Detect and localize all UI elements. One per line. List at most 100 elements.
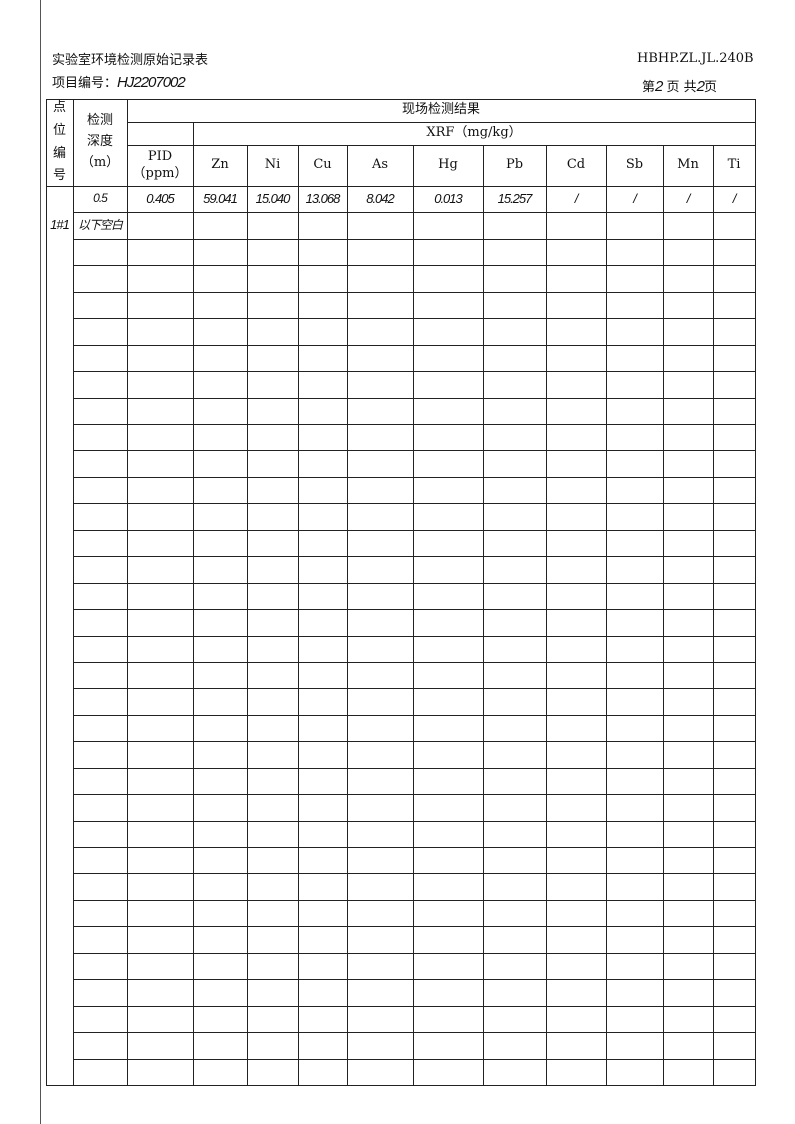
row-line <box>73 741 755 742</box>
table-border-top <box>46 99 755 100</box>
value-cell <box>606 212 663 238</box>
row-line <box>73 609 755 610</box>
row-line <box>73 424 755 425</box>
value-cell: / <box>732 190 737 206</box>
value-cell <box>247 212 298 238</box>
row-line <box>73 398 755 399</box>
header-element: Zn <box>211 157 229 173</box>
depth-cell: 0.5 <box>93 191 108 206</box>
value-cell: 0.405 <box>146 190 175 206</box>
value-cell <box>663 212 713 238</box>
column-line <box>546 145 547 1086</box>
page-prefix: 第 <box>642 80 656 95</box>
page-margin-line <box>40 0 41 1124</box>
column-line <box>46 99 47 1086</box>
value-cell: 8.042 <box>366 190 395 206</box>
row-line <box>73 556 755 557</box>
page-current: 2 <box>655 78 663 95</box>
row-line <box>73 953 755 954</box>
value-cell <box>127 212 193 238</box>
value-cell <box>298 212 347 238</box>
row-line <box>73 371 755 372</box>
project-label: 项目编号： <box>52 76 118 91</box>
value-cell: 15.040 <box>255 190 291 206</box>
column-line <box>347 145 348 1086</box>
header-element: Ni <box>264 157 281 173</box>
header-element: Cu <box>313 157 332 173</box>
row-line <box>73 212 755 213</box>
value-cell: / <box>574 190 579 206</box>
column-line <box>73 99 74 1086</box>
value-cell: / <box>633 190 637 206</box>
header-element: As <box>371 157 389 173</box>
value-cell <box>546 212 606 238</box>
row-line <box>73 688 755 689</box>
row-line <box>73 318 755 319</box>
header-pid: PID（ppm） <box>132 148 188 181</box>
column-line <box>755 99 756 1086</box>
row-line <box>73 794 755 795</box>
value-cell <box>193 212 247 238</box>
project-number: HJ2207002 <box>117 74 186 91</box>
page-mid: 页 共 <box>666 80 697 95</box>
value-cell: 13.068 <box>305 190 341 206</box>
row-line <box>73 847 755 848</box>
row-line <box>73 1006 755 1007</box>
header-element: Hg <box>438 157 458 173</box>
column-line <box>413 145 414 1086</box>
header-field-results: 现场检测结果 <box>401 102 480 118</box>
value-cell: 15.257 <box>497 190 533 206</box>
row-line <box>73 1059 755 1060</box>
row-line <box>73 926 755 927</box>
depth-cell: 以下空白 <box>77 217 123 232</box>
header-xrf: XRF（mg/kg） <box>426 125 522 141</box>
header-element: Pb <box>505 157 524 173</box>
form-code: HBHP.ZL.JL.240B <box>637 51 754 66</box>
header-line <box>127 145 755 146</box>
page-suffix: 页 <box>703 80 717 95</box>
project-number-field: 项目编号：HJ2207002 <box>52 72 186 91</box>
row-line <box>73 900 755 901</box>
row-line <box>73 530 755 531</box>
value-cell: 0.013 <box>434 190 463 206</box>
row-line <box>73 1032 755 1033</box>
row-line <box>73 821 755 822</box>
row-line <box>73 477 755 478</box>
value-cell <box>347 212 413 238</box>
column-line <box>127 99 128 1086</box>
row-line <box>73 636 755 637</box>
value-cell: / <box>686 190 691 206</box>
row-line <box>73 768 755 769</box>
form-title: 实验室环境检测原始记录表 <box>52 53 209 68</box>
header-bottom-line <box>46 186 755 187</box>
value-cell: 59.041 <box>203 190 238 206</box>
point-id: 1#1 <box>50 216 70 232</box>
row-line <box>73 662 755 663</box>
row-line <box>73 873 755 874</box>
row-line <box>73 715 755 716</box>
header-point-id: 点位编号 <box>52 100 66 184</box>
header-element: Mn <box>677 157 699 173</box>
header-element: Ti <box>727 157 741 173</box>
header-element: Cd <box>566 157 586 173</box>
row-line <box>46 1085 755 1086</box>
column-line <box>606 145 607 1086</box>
header-element: Sb <box>625 157 644 173</box>
value-cell <box>483 212 546 238</box>
column-line <box>483 145 484 1086</box>
row-line <box>73 345 755 346</box>
row-line <box>73 265 755 266</box>
row-line <box>73 979 755 980</box>
page-total: 2 <box>696 78 705 95</box>
row-line <box>73 450 755 451</box>
column-line <box>713 145 714 1086</box>
value-cell <box>713 212 755 238</box>
header-depth: 检测深度（m） <box>80 113 120 170</box>
column-line <box>193 122 194 1086</box>
row-line <box>73 239 755 240</box>
row-line <box>73 583 755 584</box>
column-line <box>298 145 299 1086</box>
header-line <box>127 122 755 123</box>
row-line <box>73 503 755 504</box>
